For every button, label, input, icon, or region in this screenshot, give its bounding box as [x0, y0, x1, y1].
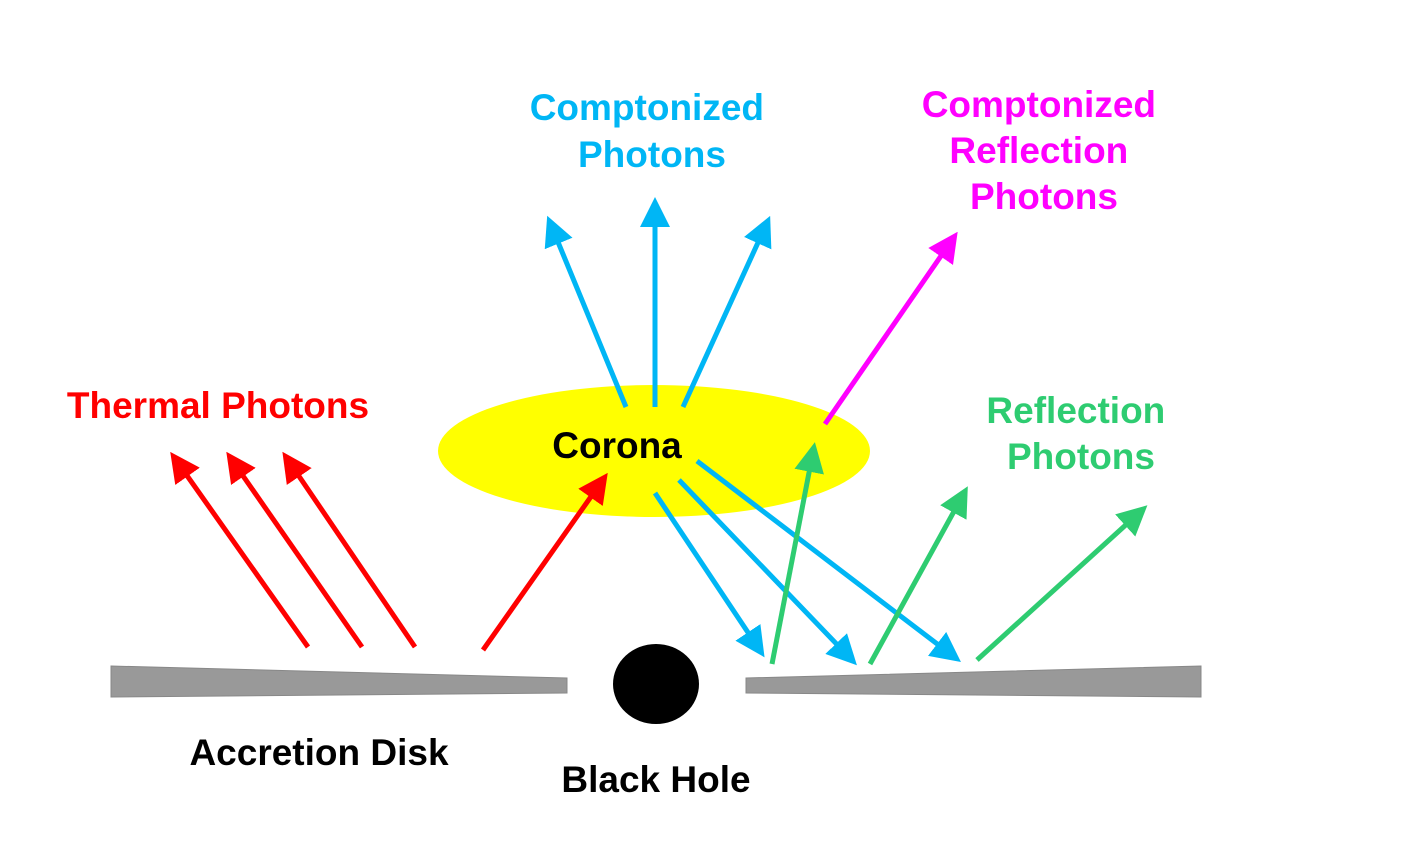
comptonized-to-disk-arrow: [652, 491, 765, 658]
comptonized-reflection-line-1: Comptonized: [922, 84, 1156, 125]
comptonized-arrow: [680, 215, 772, 409]
thermal-photons-label: Thermal Photons: [67, 385, 369, 426]
reflection-arrow: [867, 486, 968, 666]
accretion-disk-label: Accretion Disk: [189, 732, 449, 773]
comptonized-to-disk-arrow: [677, 478, 857, 666]
thermal-arrow: [170, 451, 311, 649]
comptonized-line-1: Comptonized: [530, 87, 764, 128]
comptonized-photons-label: Comptonized Photons: [530, 87, 775, 175]
accretion-disk-right: [745, 665, 1202, 698]
reflection-to-corona-arrow: [769, 442, 824, 665]
reflection-arrow: [975, 505, 1148, 662]
black-hole-circle: [613, 644, 699, 724]
comptonized-reflection-line-3: Photons: [970, 176, 1118, 217]
reflection-line-1: Reflection: [986, 390, 1165, 431]
corona-label: Corona: [552, 425, 682, 466]
thermal-arrow: [226, 451, 365, 649]
comptonized-line-2: Photons: [578, 134, 726, 175]
accretion-disk-left: [110, 665, 568, 698]
comptonized-to-disk-arrow: [695, 459, 961, 663]
comptonized-arrow: [544, 215, 629, 408]
corona-ellipse: [438, 385, 870, 517]
comptonized-reflection-photons-label: Comptonized Reflection Photons: [922, 84, 1167, 217]
reflection-photons-label: Reflection Photons: [986, 390, 1175, 477]
black-hole-label: Black Hole: [561, 759, 750, 800]
thermal-to-corona-arrow: [480, 472, 608, 652]
thermal-arrow: [282, 451, 418, 649]
comptonized-reflection-arrow: [822, 231, 958, 426]
reflection-line-2: Photons: [1007, 436, 1155, 477]
comptonized-reflection-line-2: Reflection: [949, 130, 1128, 171]
